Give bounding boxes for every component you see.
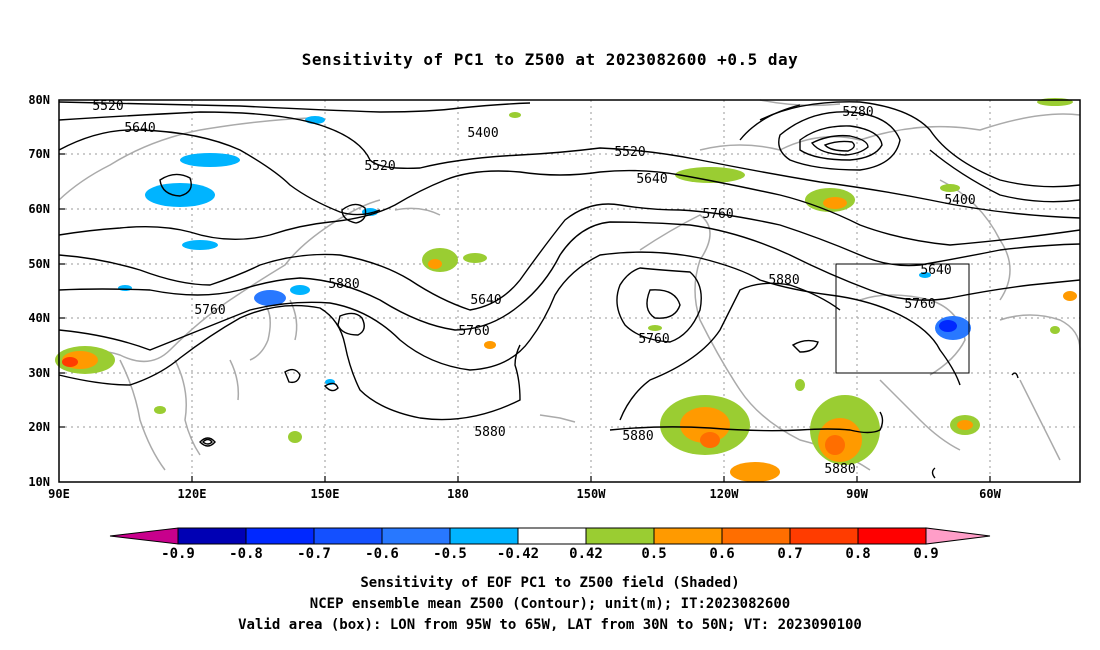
lat-label: 50N [28,257,50,271]
colorbar-label: -0.9 [161,546,195,562]
map-title: Sensitivity of PC1 to Z500 at 2023082600… [301,50,799,69]
contour-label: 5520 [364,159,395,174]
valid-area-box [835,263,970,374]
lat-label: 20N [28,420,50,434]
lon-label: 150E [311,487,340,501]
colorbar-label: -0.8 [229,546,263,562]
colorbar-box [177,527,247,545]
colorbar-box [585,527,655,545]
contour-label: 5400 [467,126,498,141]
contour-label: 5880 [824,462,855,477]
lon-label: 150W [577,487,607,501]
contour-label: 5400 [944,193,975,208]
shaded-sensitivity [55,98,1077,482]
contour-label: 5760 [638,332,669,347]
lat-label: 40N [28,311,50,325]
caption-shaded: Sensitivity of EOF PC1 to Z500 field (Sh… [360,575,740,591]
colorbar-label: -0.7 [297,546,331,562]
colorbar-box [857,527,927,545]
contour-label: 5760 [702,207,733,222]
lat-label: 60N [28,202,50,216]
contour-label: 5520 [614,145,645,160]
caption-block: Sensitivity of EOF PC1 to Z500 field (Sh… [0,573,1100,636]
colorbar-box [721,527,791,545]
contour-label: 5880 [768,273,799,288]
colorbar-box [449,527,519,545]
colorbar-box [789,527,859,545]
contour-label: 5640 [920,263,951,278]
contour-label: 5760 [904,297,935,312]
contour-labels: 5520 5640 5400 5520 5520 5640 5760 5280 … [92,99,975,477]
contour-label: 5880 [622,429,653,444]
colorbar-label: 0.9 [913,546,938,562]
lon-label: 90W [846,487,868,501]
lat-label: 70N [28,147,50,161]
colorbar-box [381,527,451,545]
lon-label: 180 [447,487,469,501]
colorbar-label: -0.5 [433,546,467,562]
colorbar-label: 0.7 [777,546,802,562]
contour-label: 5880 [474,425,505,440]
colorbar-box [245,527,315,545]
colorbar-box [653,527,723,545]
lat-label: 10N [28,475,50,489]
contour-label: 5760 [458,324,489,339]
contour-label: 5880 [328,277,359,292]
colorbar-label: 0.5 [641,546,666,562]
map-frame [58,99,1081,483]
colorbar-label: 0.6 [709,546,734,562]
lon-labels: 90E 120E 150E 180 150W 120W 90W 60W [48,487,1001,501]
colorbar-arrow-right [925,527,991,545]
lon-label: 60W [979,487,1001,501]
coastlines [58,99,1081,471]
contour-label: 5640 [124,121,155,136]
colorbar-label: 0.42 [569,546,603,562]
contour-label: 5640 [636,172,667,187]
lat-labels: 80N 70N 60N 50N 40N 30N 20N 10N [28,93,50,489]
colorbar-label: 0.8 [845,546,870,562]
axis-ticks [59,153,991,482]
caption-valid-area: Valid area (box): LON from 95W to 65W, L… [238,617,862,633]
lon-label: 90E [48,487,70,501]
contour-label: 5280 [842,105,873,120]
colorbar-label: -0.6 [365,546,399,562]
colorbar-box [517,527,587,545]
lat-label: 80N [28,93,50,107]
lon-label: 120W [710,487,740,501]
colorbar-label: -0.42 [497,546,539,562]
colorbar: -0.9 -0.8 -0.7 -0.6 -0.5 -0.42 0.42 0.5 0.6 0.7 0.… [109,527,991,562]
contour-label: 5760 [194,303,225,318]
contour-label: 5640 [470,293,501,308]
colorbar-arrow-left [109,527,179,545]
caption-contour: NCEP ensemble mean Z500 (Contour); unit(… [309,596,791,612]
lat-label: 30N [28,366,50,380]
lon-label: 120E [178,487,207,501]
contour-label: 5520 [92,99,123,114]
colorbar-box [313,527,383,545]
